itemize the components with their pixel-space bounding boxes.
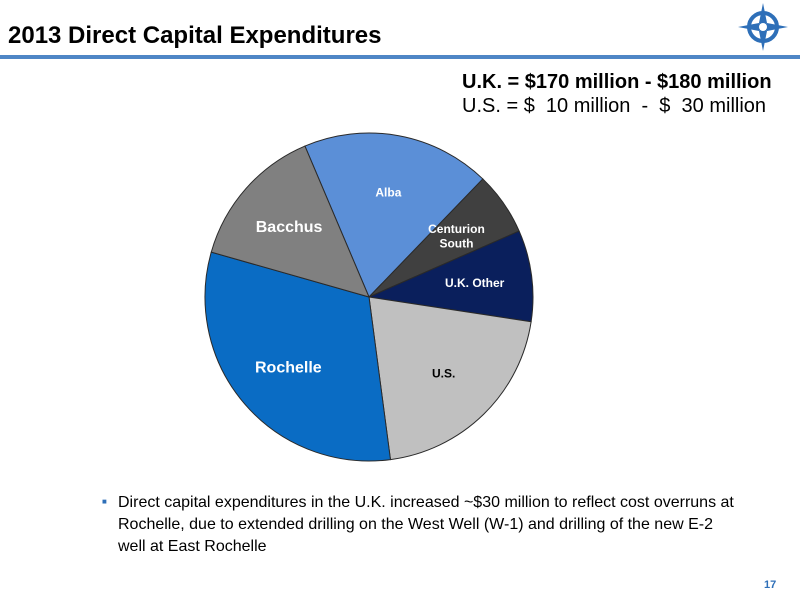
us-range-text: U.S. = $ 10 million - $ 30 million <box>462 95 767 117</box>
slice-label: Bacchus <box>256 219 323 236</box>
pie-slice-u-s <box>368 296 532 461</box>
pie-slice-rochelle <box>204 251 392 462</box>
slice-label: U.S. <box>432 366 455 380</box>
title-divider <box>0 55 800 59</box>
expenditure-ranges: U.K. = $170 million - $180 million U.S. … <box>462 70 772 118</box>
uk-range-text: U.K. = $170 million - $180 million <box>462 71 772 93</box>
bullet-note: Direct capital expenditures in the U.K. … <box>118 494 734 555</box>
square-bullet-icon: ■ <box>102 497 107 506</box>
pie-slice-u-k-other <box>367 230 534 323</box>
slide-title: 2013 Direct Capital Expenditures <box>8 22 382 49</box>
slice-label: Alba <box>375 185 401 199</box>
slice-label: Rochelle <box>255 359 322 376</box>
compass-star-logo-icon <box>738 3 788 51</box>
slice-label: Centurion South <box>428 222 485 250</box>
pie-slice-alba <box>304 132 484 298</box>
slice-label: U.K. Other <box>445 276 505 290</box>
pie-slice-bacchus <box>210 145 370 298</box>
page-number: 17 <box>764 579 777 591</box>
